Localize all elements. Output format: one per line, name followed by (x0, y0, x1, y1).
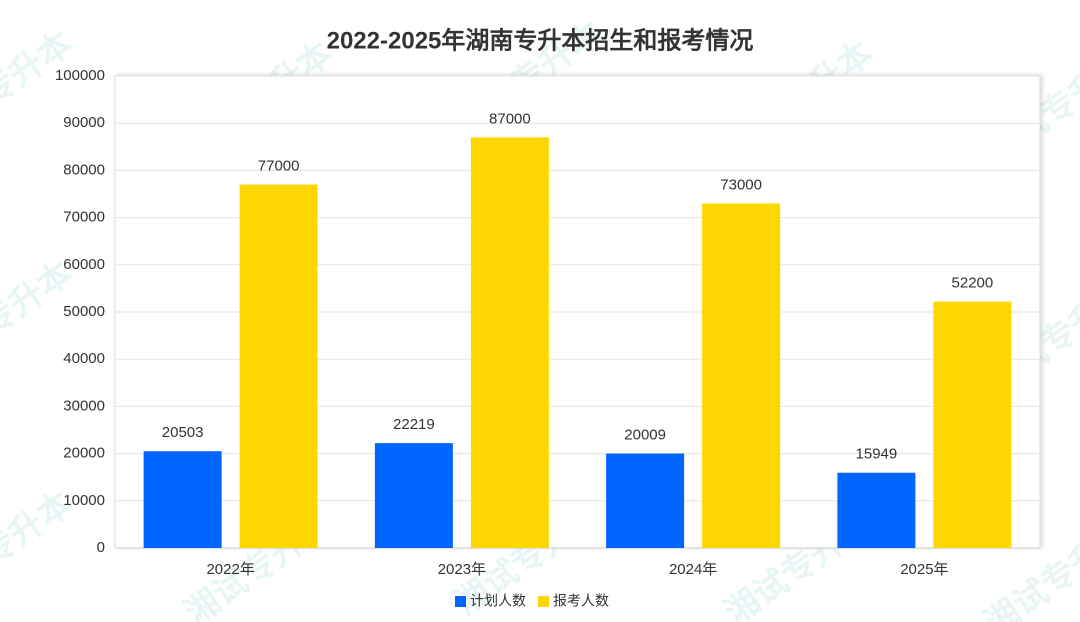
y-tick-label: 80000 (63, 161, 105, 178)
legend-label: 计划人数 (470, 593, 526, 609)
bar (933, 301, 1012, 548)
data-label: 77000 (258, 158, 300, 175)
x-tick-label: 2023年 (438, 561, 486, 578)
data-label: 73000 (720, 176, 762, 193)
chart-title: 2022-2025年湖南专升本招生和报考情况 (327, 26, 754, 54)
y-tick-label: 90000 (63, 114, 105, 131)
bar (143, 451, 222, 548)
y-tick-label: 20000 (63, 445, 105, 462)
legend-label: 报考人数 (553, 593, 609, 609)
data-label: 87000 (489, 110, 531, 127)
x-tick-label: 2025年 (900, 561, 948, 578)
data-label: 20503 (162, 424, 204, 441)
bar (702, 203, 781, 548)
legend-swatch (455, 596, 466, 607)
y-tick-label: 40000 (63, 350, 105, 367)
legend-swatch (538, 596, 549, 607)
bar (606, 453, 685, 548)
y-tick-label: 70000 (63, 209, 105, 226)
data-label: 52200 (952, 275, 994, 292)
x-tick-label: 2022年 (206, 561, 254, 578)
bar (837, 472, 916, 548)
bar (470, 137, 549, 549)
y-tick-label: 10000 (63, 492, 105, 509)
y-tick-label: 100000 (55, 67, 105, 84)
y-tick-label: 0 (97, 539, 105, 556)
data-label: 20009 (624, 427, 666, 444)
y-tick-label: 50000 (63, 303, 105, 320)
bar (374, 443, 453, 548)
y-tick-label: 30000 (63, 397, 105, 414)
watermark: 湘试专升本 (0, 24, 79, 153)
x-tick-label: 2024年 (669, 561, 717, 578)
data-label: 22219 (393, 416, 435, 433)
data-label: 15949 (856, 446, 898, 463)
bar (239, 184, 318, 548)
y-tick-label: 60000 (63, 256, 105, 273)
